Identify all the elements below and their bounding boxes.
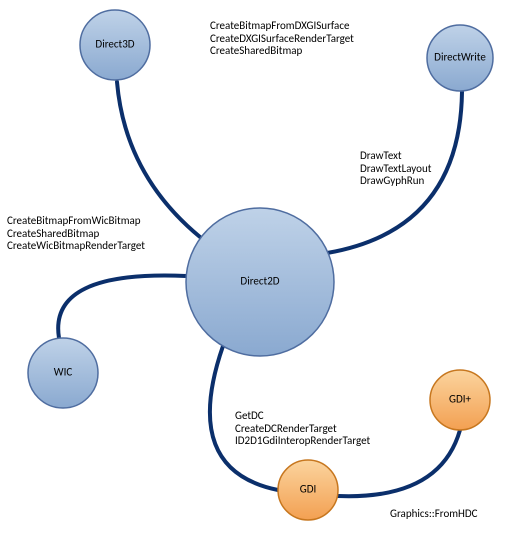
node-label-wic: WIC xyxy=(54,366,73,379)
edge-direct2d-wic xyxy=(58,276,186,338)
edge-label-gdiplus: Graphics::FromHDC xyxy=(390,508,478,521)
node-label-direct3d: Direct3D xyxy=(95,38,134,51)
edge-label-line: ID2D1GdiInteropRenderTarget xyxy=(235,435,370,448)
edge-label-line: GetDC xyxy=(235,410,370,423)
edge-label-line: DrawText xyxy=(360,150,431,163)
edge-label-line: CreateWicBitmapRenderTarget xyxy=(7,240,145,253)
edge-label-line: DrawGyphRun xyxy=(360,175,431,188)
node-label-gdi: GDI xyxy=(300,483,316,496)
edge-label-gdi: GetDCCreateDCRenderTargetID2D1GdiInterop… xyxy=(235,410,370,448)
node-label-gdiplus: GDI+ xyxy=(449,393,471,406)
edge-label-line: CreateSharedBitmap xyxy=(210,45,354,58)
edge-label-line: Graphics::FromHDC xyxy=(390,508,478,521)
edge-label-direct3d: CreateBitmapFromDXGISurfaceCreateDXGISur… xyxy=(210,20,354,58)
edge-label-line: CreateBitmapFromWicBitmap xyxy=(7,215,145,228)
node-label-direct2d: Direct2D xyxy=(240,275,279,288)
edge-label-line: CreateBitmapFromDXGISurface xyxy=(210,20,354,33)
edge-label-directwrite: DrawTextDrawTextLayoutDrawGyphRun xyxy=(360,150,431,188)
node-label-directwrite: DirectWrite xyxy=(434,51,486,64)
diagram-edges: Direct2D Direct3D DirectWrite WIC GDI GDI+ xyxy=(0,0,519,549)
edge-label-wic: CreateBitmapFromWicBitmapCreateSharedBit… xyxy=(7,215,145,253)
